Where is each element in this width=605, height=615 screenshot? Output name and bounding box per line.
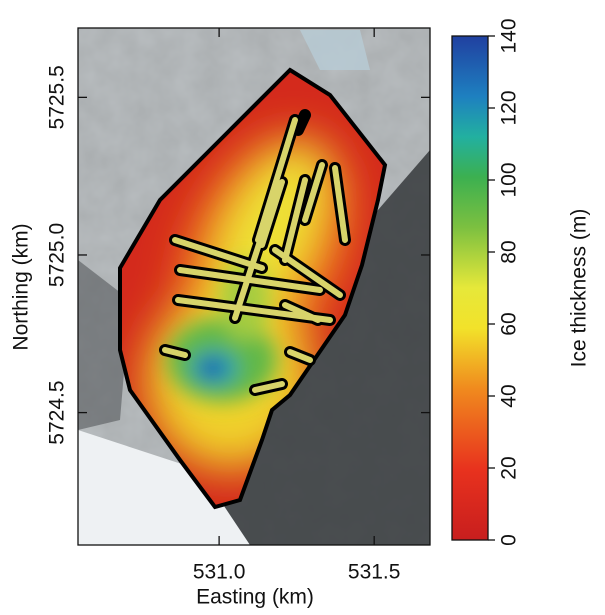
y-tick-label: 5725.5 xyxy=(46,65,69,129)
colorbar-tick-label: 140 xyxy=(498,18,521,53)
y-axis-label: Northing (km) xyxy=(10,223,33,350)
y-tick-label: 5724.5 xyxy=(46,380,69,444)
colorbar-tick-label: 20 xyxy=(498,456,521,479)
x-tick-label: 531.5 xyxy=(348,561,401,584)
colorbar-tick-label: 40 xyxy=(498,384,521,407)
y-tick-label: 5725.0 xyxy=(46,223,69,287)
colorbar-tick-label: 60 xyxy=(498,312,521,335)
x-tick-label: 531.0 xyxy=(193,561,246,584)
colorbar-label: Ice thickness (m) xyxy=(568,209,591,368)
colorbar-tick-label: 80 xyxy=(498,240,521,263)
colorbar xyxy=(452,36,488,540)
colorbar-tick-label: 0 xyxy=(498,534,521,546)
colorbar-tick-label: 100 xyxy=(498,162,521,197)
map-figure: Easting (km) Northing (km) Ice thickness… xyxy=(0,0,605,615)
colorbar-tick-label: 120 xyxy=(498,90,521,125)
x-axis-label: Easting (km) xyxy=(196,586,314,609)
